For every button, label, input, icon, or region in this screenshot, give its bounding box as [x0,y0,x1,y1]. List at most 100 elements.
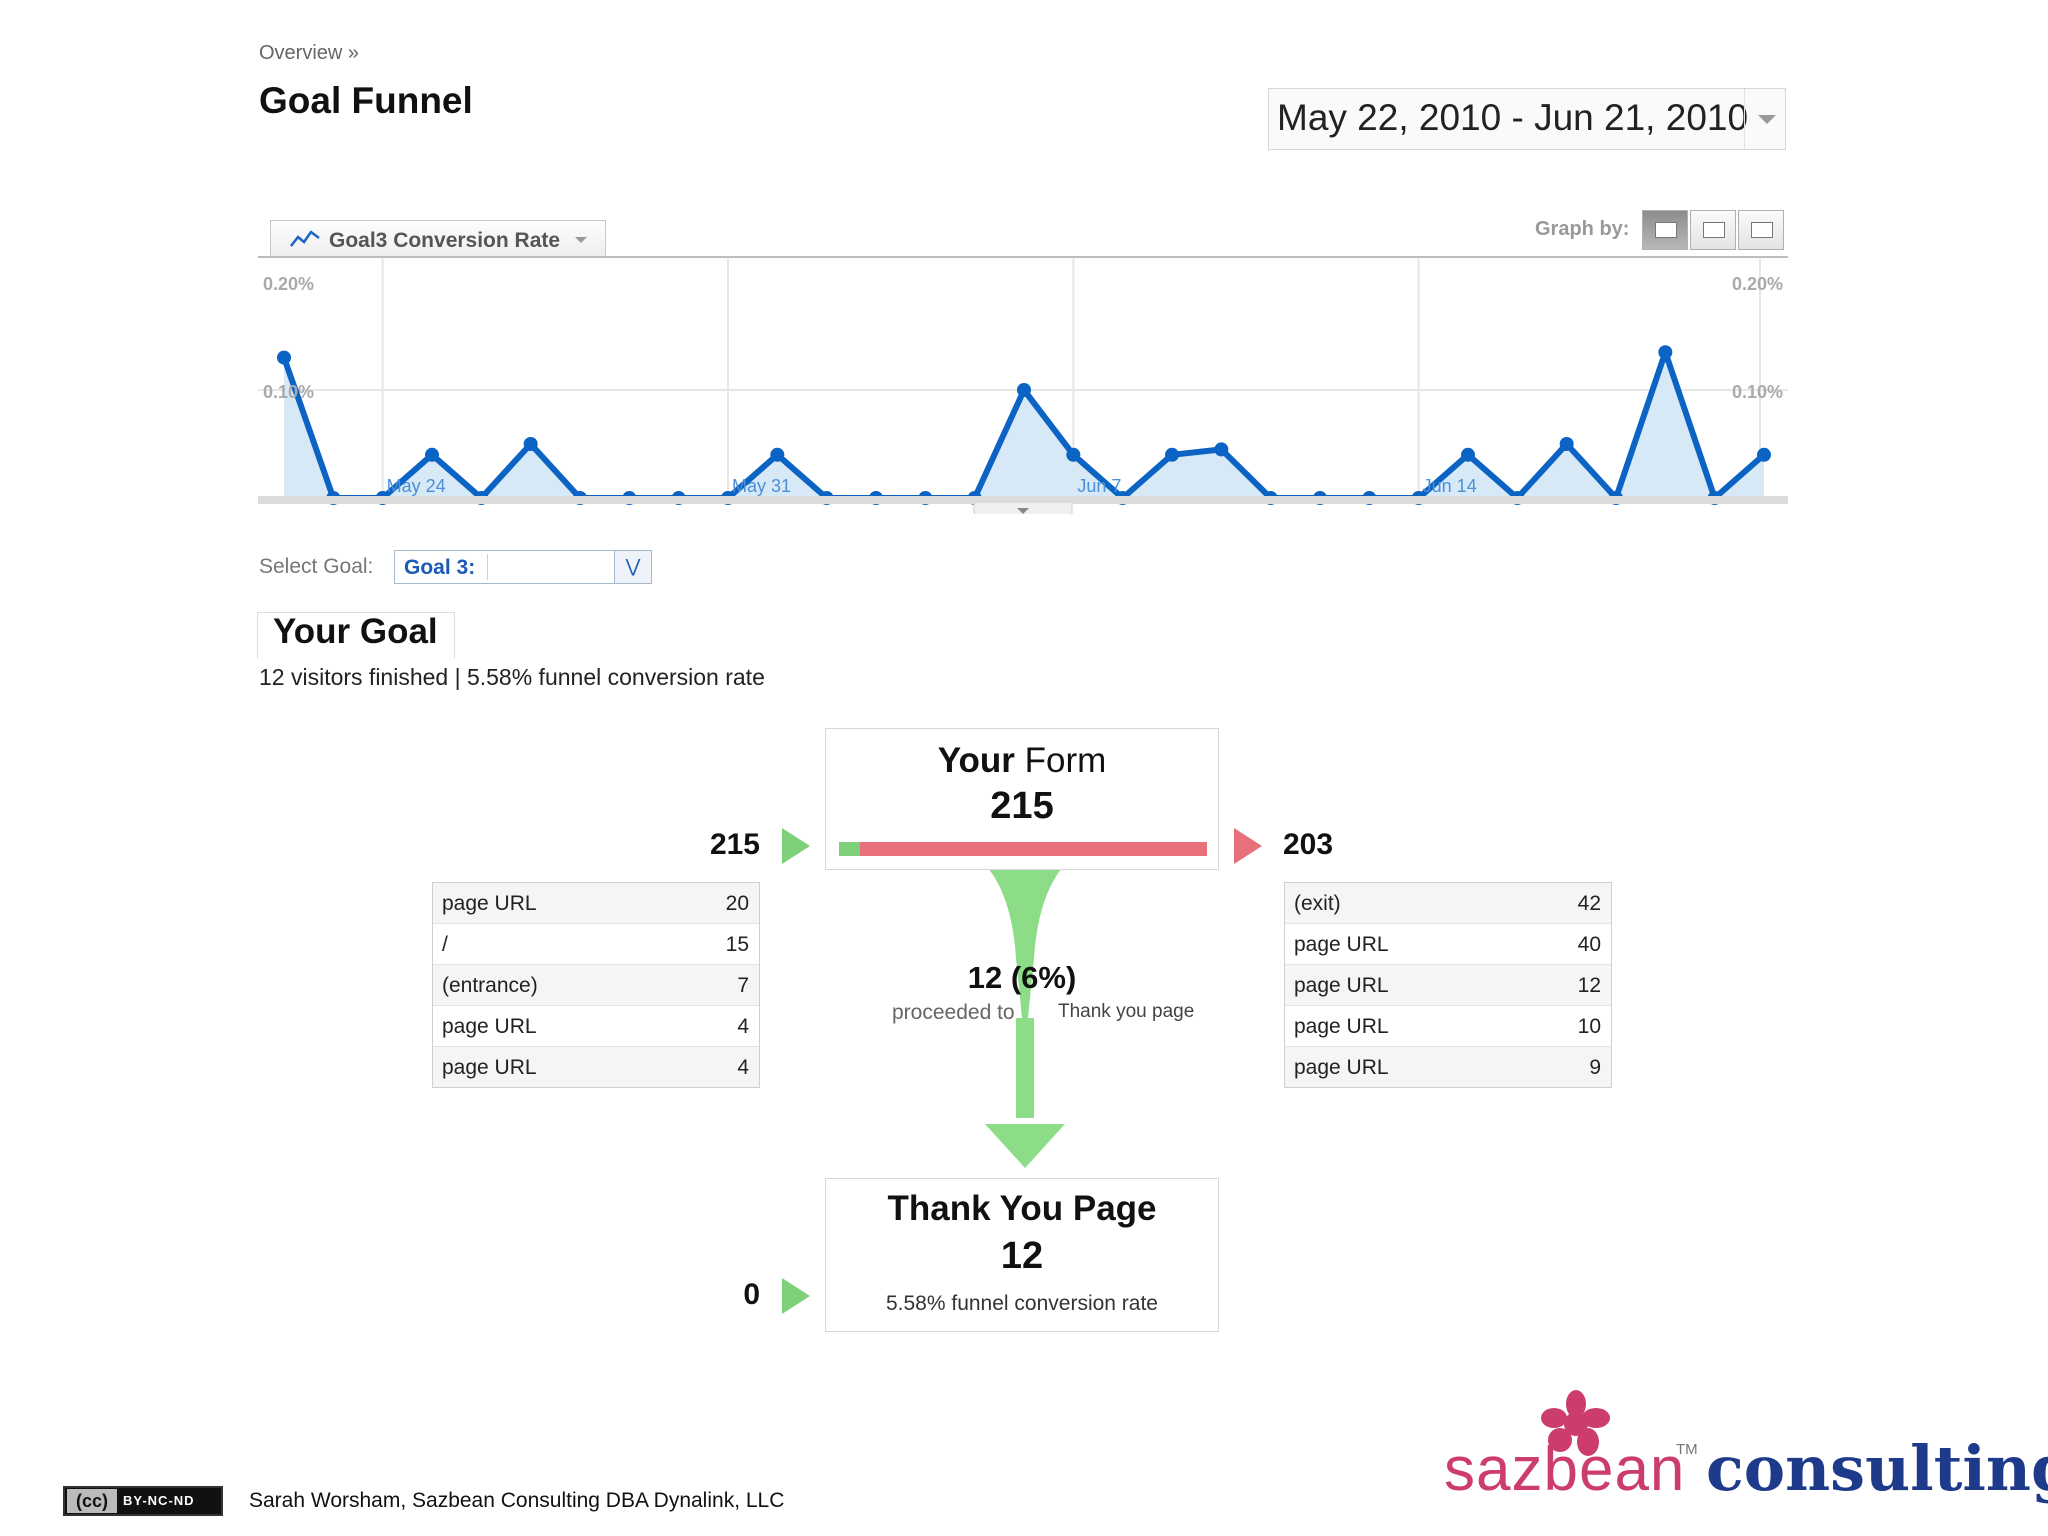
data-point [1757,448,1771,462]
entrance-source-value: 15 [726,933,749,957]
data-point [425,448,439,462]
entrance-source-value: 4 [737,1056,749,1080]
exit-destination-value: 12 [1578,974,1601,998]
breadcrumb[interactable]: Overview » [259,42,359,65]
y-tick-label-left: 0.10% [263,382,314,402]
exit-destination-value: 42 [1578,892,1601,916]
double-chevron-down-icon[interactable]: ⋁ [614,551,651,583]
graph-by-label: Graph by: [1535,218,1629,241]
entrance-source-row[interactable]: / 15 [433,923,759,964]
proceeded-page[interactable]: Thank you page [1058,1001,1194,1023]
chevron-down-icon [575,237,587,243]
data-point [1066,448,1080,462]
exit-destination-row[interactable]: page URL 9 [1285,1046,1611,1087]
goal-summary: 12 visitors finished | 5.58% funnel conv… [259,664,765,691]
exit-destination-label: (exit) [1294,892,1341,916]
exit-destination-label: page URL [1294,1015,1389,1039]
graph-by-month-button[interactable] [1738,210,1784,250]
entrance-source-row[interactable]: page URL 4 [433,1046,759,1087]
graph-by-week-button[interactable] [1690,210,1736,250]
data-point [524,437,538,451]
series-area [284,352,1764,498]
exit-destination-label: page URL [1294,933,1389,957]
step1-continue-bar [839,842,860,856]
step1-title-rest: Form [1025,741,1107,780]
exit-destination-value: 40 [1578,933,1601,957]
week-view-icon [1703,222,1725,238]
x-tick-label: May 24 [387,476,446,496]
data-point [1165,448,1179,462]
metric-label: Goal3 Conversion Rate [329,229,560,253]
exit-destination-row[interactable]: page URL 12 [1285,964,1611,1005]
step1-title: Your Form [826,741,1218,781]
goal-select-field [487,554,608,580]
exit-destinations-table: (exit) 42 page URL 40 page URL 12 page URL 10 pa… [1284,882,1612,1088]
goal-select-value: Goal 3: [404,556,475,580]
exit-destination-label: page URL [1294,1056,1389,1080]
credit-line: Sarah Worsham, Sazbean Consulting DBA Dy… [249,1489,784,1513]
entrance-source-row[interactable]: (entrance) 7 [433,964,759,1005]
entrance-source-label: page URL [442,892,537,916]
exit-destination-row[interactable]: page URL 10 [1285,1005,1611,1046]
date-range-picker[interactable]: May 22, 2010 - Jun 21, 2010 [1268,88,1786,150]
exit-destination-row[interactable]: (exit) 42 [1285,883,1611,923]
funnel-step-thank-you-page: Thank You Page 12 5.58% funnel conversio… [825,1178,1219,1332]
goal-title: Your Goal [273,612,438,652]
page-title: Goal Funnel [259,80,473,122]
data-point [1461,448,1475,462]
y-tick-label-right: 0.10% [1732,382,1783,402]
exit-destination-label: page URL [1294,974,1389,998]
entrance-source-label: page URL [442,1015,537,1039]
entrance-source-value: 20 [726,892,749,916]
chart-svg: 0.20% 0.10% 0.20% 0.10% May 24 May 31 Jun 7 Jun… [258,256,1788,514]
step2-rate: 5.58% funnel conversion rate [826,1292,1218,1316]
exit-destination-row[interactable]: page URL 40 [1285,923,1611,964]
data-point [1560,437,1574,451]
goal-select[interactable]: Goal 3: ⋁ [394,550,652,584]
graph-by-day-button[interactable] [1642,210,1688,250]
entry-arrow-icon [782,1278,810,1314]
data-point [1017,383,1031,397]
proceeded-count: 12 (6%) [860,960,1184,996]
date-range-text: May 22, 2010 - Jun 21, 2010 [1277,97,1748,139]
entrance-source-value: 7 [737,974,749,998]
entry-arrow-icon [782,828,810,864]
step2-entries: 0 [730,1278,760,1312]
proceeded-label: proceeded to [892,1001,1015,1025]
entrance-source-row[interactable]: page URL 20 [433,883,759,923]
chevron-down-icon[interactable] [1744,89,1785,149]
data-point [1214,442,1228,456]
step1-title-bold: Your [938,741,1015,780]
brand-consulting: consulting [1706,1432,2048,1505]
data-point [770,448,784,462]
step1-exits: 203 [1283,828,1333,862]
exit-destination-value: 9 [1589,1056,1601,1080]
entrance-source-label: / [442,933,448,957]
entrance-source-label: page URL [442,1056,537,1080]
step1-count: 215 [826,785,1218,828]
cc-logo: (cc) [67,1489,117,1513]
select-goal-label: Select Goal: [259,555,373,579]
y-tick-label-left: 0.20% [263,274,314,294]
metric-selector[interactable]: Goal3 Conversion Rate [270,220,606,258]
x-tick-label: May 31 [732,476,791,496]
entrance-sources-table: page URL 20/15 (entrance) 7 page URL 4 page UR… [432,882,760,1088]
data-point [277,351,291,365]
entrance-source-row[interactable]: page URL 4 [433,1005,759,1046]
y-tick-label-right: 0.20% [1732,274,1783,294]
cc-license-badge: (cc) BY-NC-ND [63,1486,223,1516]
line-chart-icon [289,229,321,249]
day-view-icon [1655,222,1677,238]
data-point [1658,345,1672,359]
funnel-step-your-form: Your Form 215 [825,728,1219,870]
step2-count: 12 [826,1235,1218,1278]
x-tick-label: Jun 7 [1077,476,1121,496]
month-view-icon [1751,222,1773,238]
exit-arrow-icon [1234,828,1262,864]
license-text: BY-NC-ND [123,1493,195,1508]
step1-exit-bar [839,842,1207,856]
entrance-source-label: (entrance) [442,974,538,998]
brand-name: sazbean [1444,1434,1685,1505]
x-tick-label: Jun 14 [1423,476,1477,496]
exit-destination-value: 10 [1578,1015,1601,1039]
